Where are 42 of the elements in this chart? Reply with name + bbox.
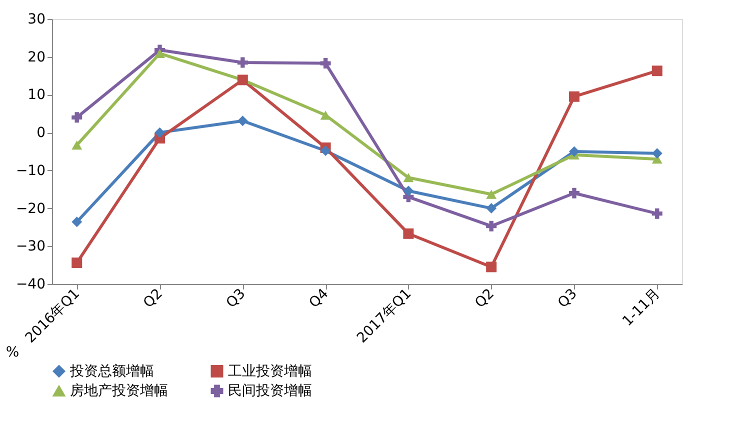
y-tick-label: −10 — [16, 162, 46, 179]
point — [403, 228, 414, 239]
y-tick-label: −20 — [16, 200, 46, 217]
point — [72, 112, 82, 123]
x-tick-label: Q2 — [472, 286, 498, 312]
point — [320, 58, 331, 69]
point — [154, 127, 166, 138]
legend-label: 工业投资增幅 — [228, 363, 312, 380]
point — [154, 48, 166, 58]
point — [568, 188, 580, 198]
point — [237, 57, 248, 68]
x-tick-label: Q3 — [223, 286, 249, 312]
point — [486, 190, 497, 199]
y-tick-label: −40 — [16, 276, 46, 292]
point — [237, 116, 248, 126]
x-tick-label: Q4 — [306, 286, 332, 312]
point — [72, 258, 82, 268]
y-tick-label: −30 — [16, 238, 46, 255]
point — [320, 110, 331, 120]
point — [320, 146, 331, 156]
point — [486, 220, 497, 232]
y-tick-label: 10 — [28, 87, 46, 104]
y-tick-label: 0 — [36, 125, 46, 142]
legend-label: 房地产投资增幅 — [70, 383, 168, 399]
y-axis-title: % — [6, 344, 20, 360]
point — [403, 186, 414, 196]
legend-label: 投资总额增幅 — [69, 363, 154, 380]
point — [652, 148, 662, 159]
point — [486, 203, 497, 214]
point — [486, 262, 497, 272]
y-tick-label: 30 — [28, 12, 46, 28]
point — [568, 91, 580, 102]
legend-label: 民间投资增幅 — [228, 383, 312, 399]
point — [72, 216, 82, 228]
x-tick-label: Q2 — [140, 286, 166, 312]
point — [72, 140, 82, 150]
point — [403, 173, 414, 182]
y-tick-label: 20 — [28, 49, 46, 66]
point — [568, 146, 580, 157]
x-tick-label: Q3 — [554, 286, 580, 312]
point — [652, 208, 662, 219]
point — [652, 66, 662, 76]
